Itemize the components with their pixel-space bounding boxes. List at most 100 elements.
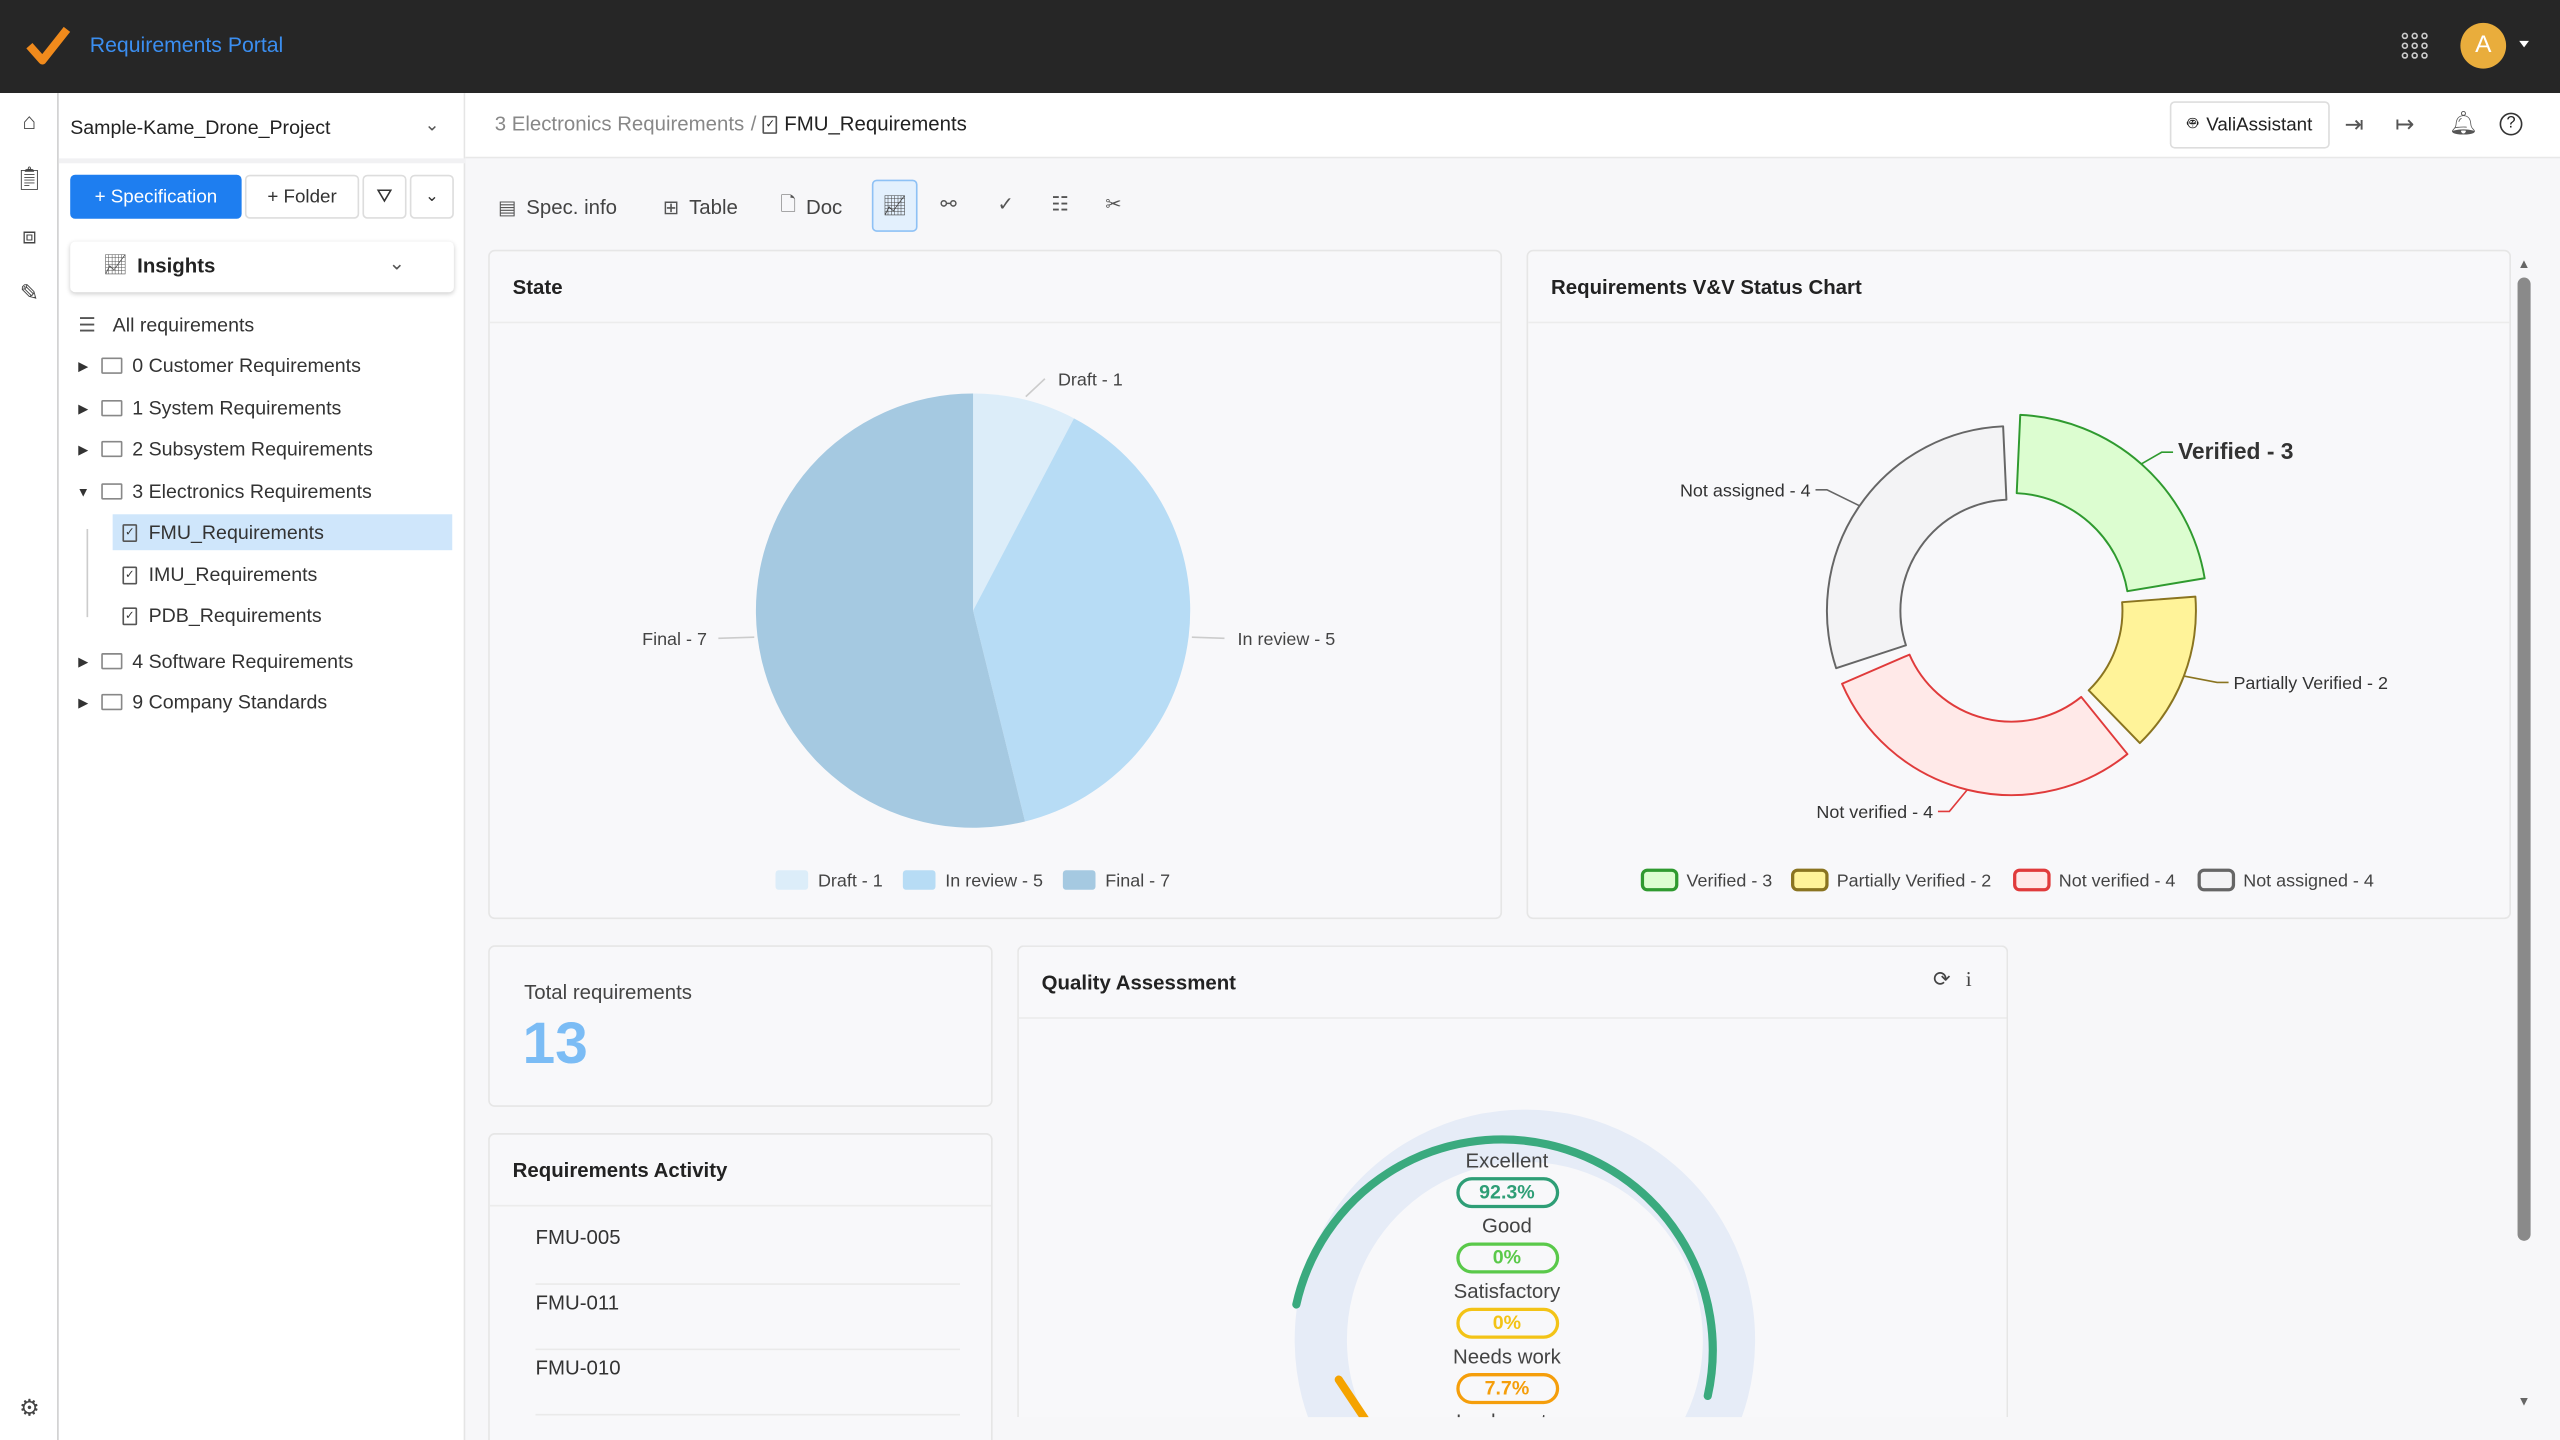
donut-label: Verified - 3 bbox=[2178, 438, 2294, 464]
tab-verification-check-icon[interactable]: ✓ bbox=[997, 192, 1014, 216]
nav-rail: ⌂ 📋︎ ⧈ ✎ ⚙ bbox=[0, 93, 59, 1440]
legend-swatch[interactable] bbox=[2197, 868, 2236, 892]
caret-right-icon[interactable]: ▶ bbox=[78, 653, 89, 669]
add-folder-button[interactable]: + Folder bbox=[244, 174, 360, 219]
view-selector[interactable]: 📈︎ Insights ⌄ bbox=[70, 241, 454, 293]
activity-item[interactable]: FMU-011 bbox=[535, 1285, 960, 1351]
tree-item[interactable]: ▶ 0 Customer Requirements bbox=[72, 348, 361, 384]
all-requirements-item[interactable]: ☰ All requirements bbox=[78, 307, 254, 343]
pie-label: Final - 7 bbox=[642, 629, 707, 649]
quality-level-value: 7.7% bbox=[1455, 1373, 1559, 1405]
quality-level-label: Satisfactory bbox=[1453, 1279, 1561, 1303]
refresh-icon[interactable]: ⟳ bbox=[1933, 966, 1951, 992]
caret-right-icon[interactable]: ▶ bbox=[78, 358, 89, 374]
donut-leader-line bbox=[2140, 451, 2174, 465]
clipboard-check-icon: ✓ bbox=[122, 565, 138, 584]
pie-slice[interactable] bbox=[755, 393, 1026, 828]
chevron-down-icon[interactable]: ⌄ bbox=[424, 115, 440, 136]
bell-icon[interactable]: 🔔︎ bbox=[2448, 109, 2479, 136]
activity-item[interactable]: FMU-005 bbox=[535, 1220, 960, 1285]
caret-right-icon[interactable]: ▶ bbox=[78, 400, 89, 416]
pencil-icon[interactable]: ✎ bbox=[19, 279, 39, 306]
filter-icon[interactable]: ⛛ bbox=[362, 174, 407, 219]
settings-gear-icon[interactable]: ⚙ bbox=[19, 1394, 40, 1421]
tree-item[interactable]: ✓ PDB_Requirements bbox=[113, 598, 453, 634]
caret-down-icon[interactable] bbox=[2519, 40, 2529, 48]
apps-grid-icon[interactable] bbox=[2401, 32, 2428, 59]
caret-right-icon[interactable]: ▶ bbox=[78, 441, 89, 457]
pie-slice[interactable] bbox=[973, 393, 1074, 611]
tab-table-label: Table bbox=[689, 195, 738, 218]
tree-item[interactable]: ▶ 9 Company Standards bbox=[72, 684, 327, 720]
tree-item[interactable]: ▶ 4 Software Requirements bbox=[72, 643, 353, 679]
tab-trace-graph-icon[interactable]: ⚯ bbox=[940, 192, 957, 216]
add-specification-button[interactable]: + Specification bbox=[70, 174, 242, 219]
tree-item[interactable]: ▶ 2 Subsystem Requirements bbox=[72, 431, 373, 467]
tab-checklist-icon[interactable]: ☷ bbox=[1051, 192, 1070, 216]
vv-donut-chart: Verified - 3 Partially Verified - 2 Not ve… bbox=[1640, 413, 2388, 892]
clipboard-check-icon[interactable]: 📋︎ bbox=[14, 164, 44, 192]
legend-swatch[interactable] bbox=[775, 870, 809, 890]
state-card-title: State bbox=[512, 275, 563, 299]
tab-table[interactable]: ⊞ Table bbox=[663, 181, 738, 232]
pie-leader-line bbox=[1025, 378, 1046, 398]
legend-swatch[interactable] bbox=[902, 870, 936, 890]
home-icon[interactable]: ⌂ bbox=[22, 107, 37, 134]
tree-item-label: 9 Company Standards bbox=[132, 690, 328, 714]
legend-label[interactable]: In review - 5 bbox=[945, 871, 1043, 891]
valiassistant-label: ValiAssistant bbox=[2206, 115, 2313, 135]
total-requirements-value: 13 bbox=[522, 1008, 588, 1076]
legend-label[interactable]: Partially Verified - 2 bbox=[1837, 871, 1992, 891]
project-selector[interactable]: Sample-Kame_Drone_Project bbox=[70, 115, 331, 139]
donut-segment[interactable] bbox=[1825, 425, 2008, 670]
donut-segment[interactable] bbox=[2015, 413, 2206, 593]
chart-line-icon: 📈︎ bbox=[102, 253, 128, 276]
tree-item[interactable]: ✓ IMU_Requirements bbox=[113, 557, 453, 593]
avatar[interactable]: A bbox=[2460, 22, 2507, 69]
clipboard-check-icon: ✓ bbox=[122, 523, 138, 542]
boxes-icon[interactable]: ⧈ bbox=[22, 222, 37, 249]
donut-segment[interactable] bbox=[2087, 595, 2197, 745]
legend-label[interactable]: Draft - 1 bbox=[818, 871, 883, 891]
legend-label[interactable]: Final - 7 bbox=[1105, 871, 1170, 891]
export-icon[interactable]: ↦ bbox=[2395, 111, 2415, 138]
quality-level-value: 0% bbox=[1455, 1242, 1559, 1274]
legend-label[interactable]: Not assigned - 4 bbox=[2243, 871, 2374, 891]
legend-label[interactable]: Not verified - 4 bbox=[2059, 871, 2176, 891]
valiassistant-button[interactable]: 🤖︎ ValiAssistant bbox=[2169, 101, 2330, 149]
help-icon[interactable]: ? bbox=[2499, 112, 2523, 136]
scroll-down-arrow[interactable]: ▼ bbox=[2517, 1394, 2531, 1409]
tab-spec-info[interactable]: ▤ Spec. info bbox=[498, 181, 617, 232]
folder-icon bbox=[101, 693, 123, 711]
legend-swatch[interactable] bbox=[1640, 868, 1679, 892]
quality-card-title: Quality Assessment bbox=[1041, 971, 1236, 995]
breadcrumb: 3 Electronics Requirements / ✓ FMU_Requi… bbox=[495, 113, 967, 136]
tree-item-label: 3 Electronics Requirements bbox=[132, 479, 372, 503]
tab-tools-icon[interactable]: ✂ bbox=[1105, 192, 1122, 216]
donut-leader-line bbox=[1815, 488, 1860, 507]
legend-swatch[interactable] bbox=[1791, 868, 1829, 892]
info-icon[interactable]: i bbox=[1965, 966, 1972, 992]
expand-all-icon[interactable]: ⌄ bbox=[409, 174, 454, 219]
tree-item-label: 1 System Requirements bbox=[132, 396, 342, 420]
tab-doc[interactable]: 🗋 Doc bbox=[780, 181, 842, 232]
activity-card-title: Requirements Activity bbox=[512, 1159, 728, 1183]
legend-swatch[interactable] bbox=[2013, 868, 2051, 892]
tree-item[interactable]: ▶ 1 System Requirements bbox=[72, 390, 341, 426]
tab-insights-chart-icon[interactable]: 📈︎ bbox=[871, 179, 918, 232]
activity-item[interactable]: FMU-010 bbox=[535, 1350, 960, 1416]
legend-swatch[interactable] bbox=[1062, 870, 1096, 890]
scroll-up-arrow[interactable]: ▲ bbox=[2517, 256, 2531, 272]
caret-down-icon[interactable]: ▼ bbox=[76, 484, 90, 499]
pie-slice[interactable] bbox=[973, 418, 1191, 822]
tree-item[interactable]: ▼ 3 Electronics Requirements bbox=[72, 473, 372, 509]
tree-item[interactable]: ✓ FMU_Requirements bbox=[112, 514, 453, 551]
app-title[interactable]: Requirements Portal bbox=[89, 32, 284, 58]
all-requirements-label: All requirements bbox=[112, 313, 255, 337]
legend-label[interactable]: Verified - 3 bbox=[1687, 871, 1773, 891]
donut-segment[interactable] bbox=[1841, 653, 2129, 797]
import-icon[interactable]: ⇥ bbox=[2344, 111, 2364, 138]
caret-right-icon[interactable]: ▶ bbox=[78, 694, 89, 710]
scrollbar-thumb[interactable] bbox=[2517, 277, 2531, 1241]
breadcrumb-parent[interactable]: 3 Electronics Requirements bbox=[494, 112, 745, 136]
